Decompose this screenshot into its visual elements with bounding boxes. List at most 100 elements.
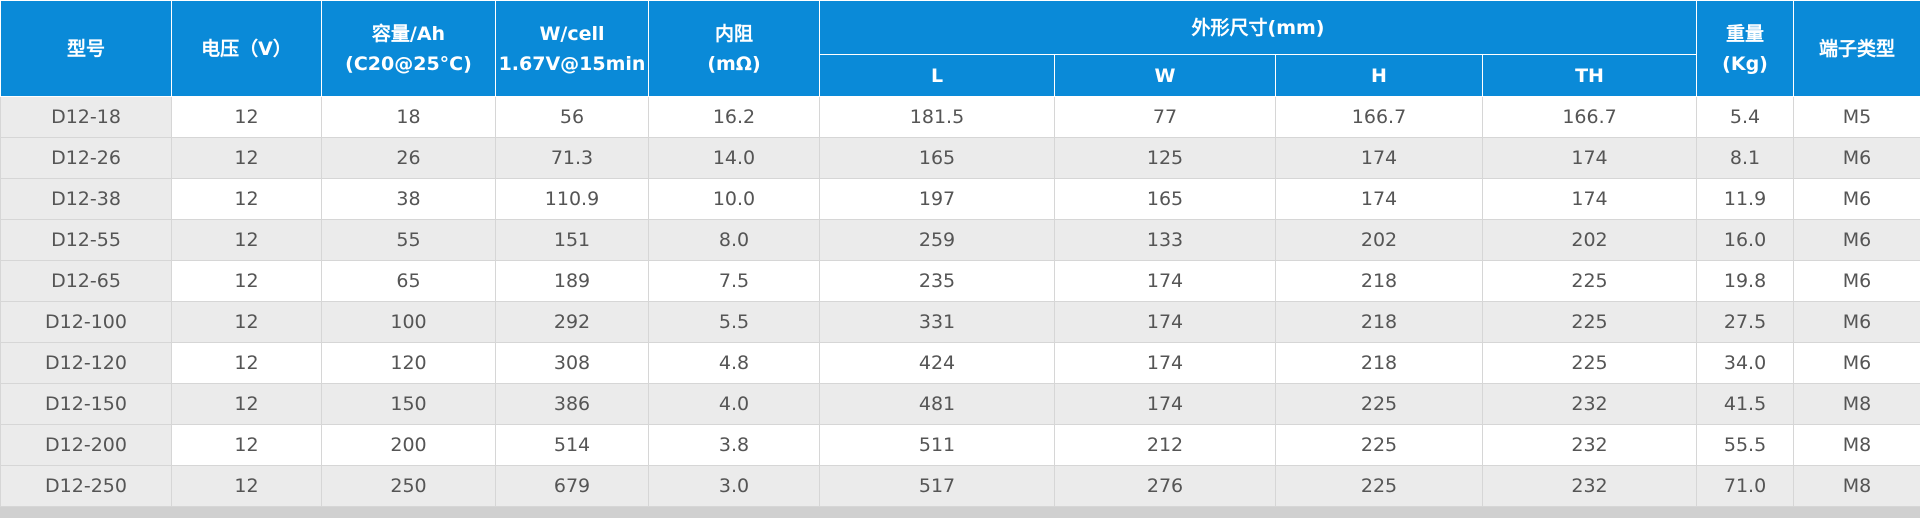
data-cell: M5 <box>1793 96 1920 138</box>
data-cell: 225 <box>1275 383 1483 425</box>
data-cell: 225 <box>1481 342 1698 384</box>
data-cell: 34.0 <box>1696 342 1795 384</box>
header-cell: 内阻 (mΩ) <box>648 0 820 97</box>
data-cell: M8 <box>1793 424 1920 466</box>
data-cell: 225 <box>1275 424 1483 466</box>
data-cell: 189 <box>495 260 649 302</box>
header-cell: 型号 <box>0 0 172 97</box>
data-cell: 181.5 <box>819 96 1055 138</box>
data-cell: 225 <box>1275 465 1483 507</box>
data-cell: 218 <box>1275 342 1483 384</box>
data-cell: 174 <box>1054 342 1276 384</box>
header-line: (Kg) <box>1722 52 1768 75</box>
model-cell: D12-120 <box>0 342 172 384</box>
data-cell: 5.4 <box>1696 96 1795 138</box>
data-cell: 12 <box>171 301 322 343</box>
data-cell: 27.5 <box>1696 301 1795 343</box>
header-line: 内阻 <box>714 22 753 45</box>
data-cell: 235 <box>819 260 1055 302</box>
model-cell: D12-18 <box>0 96 172 138</box>
header-cell: W <box>1054 54 1276 97</box>
bottom-strip <box>0 507 1920 518</box>
model-cell: D12-55 <box>0 219 172 261</box>
data-cell: 166.7 <box>1481 96 1698 138</box>
data-cell: 174 <box>1275 137 1483 179</box>
data-cell: 12 <box>171 465 322 507</box>
data-cell: 174 <box>1481 178 1698 220</box>
data-cell: 232 <box>1481 383 1698 425</box>
data-cell: 5.5 <box>648 301 820 343</box>
data-cell: M6 <box>1793 342 1920 384</box>
data-cell: 8.0 <box>648 219 820 261</box>
data-cell: 55.5 <box>1696 424 1795 466</box>
data-cell: 200 <box>321 424 496 466</box>
data-cell: 12 <box>171 342 322 384</box>
data-cell: 174 <box>1054 301 1276 343</box>
data-cell: 218 <box>1275 301 1483 343</box>
data-cell: 165 <box>1054 178 1276 220</box>
data-cell: 174 <box>1275 178 1483 220</box>
header-line: (C20@25°C) <box>345 52 472 75</box>
header-cell: 端子类型 <box>1793 0 1920 97</box>
data-cell: 3.0 <box>648 465 820 507</box>
data-cell: 481 <box>819 383 1055 425</box>
header-cell: L <box>819 54 1055 97</box>
table-row: D12-18 12 18 56 16.2 181.5 77 166.7 166.7 5.4 M5 <box>0 96 1920 138</box>
model-cell: D12-38 <box>0 178 172 220</box>
data-cell: 100 <box>321 301 496 343</box>
data-cell: 276 <box>1054 465 1276 507</box>
data-cell: M6 <box>1793 137 1920 179</box>
data-cell: 8.1 <box>1696 137 1795 179</box>
header-cell: 电压（V） <box>171 0 322 97</box>
data-cell: 174 <box>1481 137 1698 179</box>
data-cell: 12 <box>171 96 322 138</box>
model-cell: D12-100 <box>0 301 172 343</box>
table-row: D12-200 12 200 514 3.8 511 212 225 232 55.5 M8 <box>0 424 1920 466</box>
data-cell: M6 <box>1793 301 1920 343</box>
header-line: W/cell <box>539 22 605 45</box>
data-cell: 110.9 <box>495 178 649 220</box>
header-cell: 外形尺寸(mm) <box>818 0 1698 55</box>
data-cell: 12 <box>171 260 322 302</box>
data-cell: 41.5 <box>1696 383 1795 425</box>
data-cell: 14.0 <box>648 137 820 179</box>
data-cell: 331 <box>819 301 1055 343</box>
data-cell: 77 <box>1054 96 1276 138</box>
data-cell: 18 <box>321 96 496 138</box>
data-cell: 259 <box>819 219 1055 261</box>
data-cell: 120 <box>321 342 496 384</box>
table-row: D12-55 12 55 151 8.0 259 133 202 202 16.0 M6 <box>0 219 1920 261</box>
header-cell: 容量/Ah (C20@25°C) <box>321 0 496 97</box>
data-cell: 125 <box>1054 137 1276 179</box>
data-cell: M8 <box>1793 383 1920 425</box>
data-cell: 71.3 <box>495 137 649 179</box>
data-cell: 174 <box>1054 260 1276 302</box>
data-cell: 4.8 <box>648 342 820 384</box>
data-cell: 3.8 <box>648 424 820 466</box>
data-cell: 514 <box>495 424 649 466</box>
data-cell: 12 <box>171 219 322 261</box>
data-cell: 202 <box>1275 219 1483 261</box>
data-cell: 517 <box>819 465 1055 507</box>
data-cell: 12 <box>171 383 322 425</box>
data-cell: 16.2 <box>648 96 820 138</box>
data-cell: 16.0 <box>1696 219 1795 261</box>
data-cell: 212 <box>1054 424 1276 466</box>
header-cell: TH <box>1481 54 1698 97</box>
header-line: 1.67V@15min <box>498 52 646 75</box>
table-row: D12-100 12 100 292 5.5 331 174 218 225 27.5 M6 <box>0 301 1920 343</box>
data-cell: 218 <box>1275 260 1483 302</box>
data-cell: 292 <box>495 301 649 343</box>
data-cell: 56 <box>495 96 649 138</box>
data-cell: 55 <box>321 219 496 261</box>
data-cell: 133 <box>1054 219 1276 261</box>
data-cell: 386 <box>495 383 649 425</box>
header-cell: H <box>1275 54 1483 97</box>
table-row: D12-26 12 26 71.3 14.0 165 125 174 174 8.1 M6 <box>0 137 1920 179</box>
data-cell: 10.0 <box>648 178 820 220</box>
data-cell: 71.0 <box>1696 465 1795 507</box>
data-cell: M6 <box>1793 260 1920 302</box>
data-cell: 174 <box>1054 383 1276 425</box>
data-cell: 26 <box>321 137 496 179</box>
model-cell: D12-250 <box>0 465 172 507</box>
